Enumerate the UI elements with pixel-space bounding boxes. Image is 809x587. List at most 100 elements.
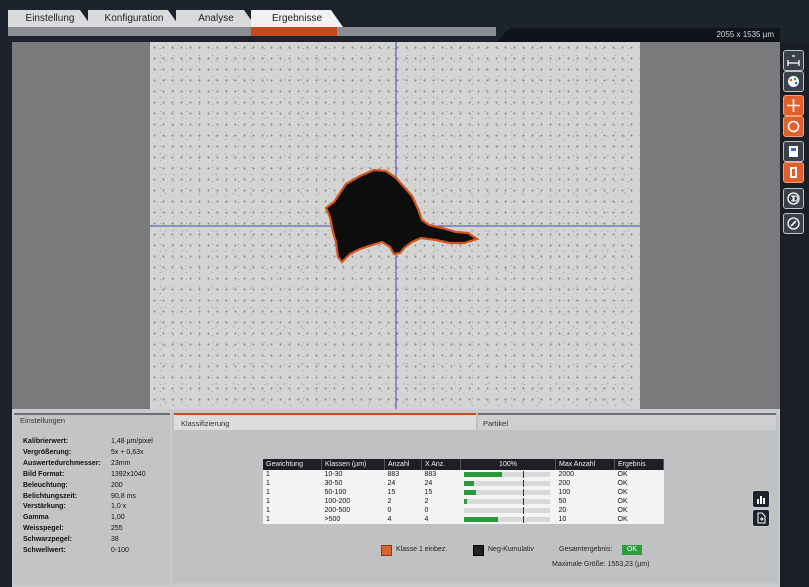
settings-value: 1,00 [111, 514, 125, 522]
tab-klassifizierung[interactable]: Klassifizierung [174, 413, 476, 430]
table-cell-class: 100-200 [321, 497, 385, 506]
table-header-row: Gewichtung Klassen (µm) Anzahl X Anz. 10… [263, 459, 664, 470]
table-cell-max: 2000 [555, 470, 615, 479]
table-cell-count: 883 [384, 470, 422, 479]
neg-cumulative-label: Neg-Kumulativ [488, 546, 534, 553]
3d-view-icon[interactable] [783, 188, 804, 209]
settings-key: Kalibrierwert: [23, 438, 69, 445]
table-cell-xcount: 883 [421, 470, 461, 479]
tab-ergebnisse[interactable]: Ergebnisse [251, 10, 343, 27]
table-cell-result: OK [614, 506, 664, 515]
column-header: Max Anzahl [555, 459, 615, 470]
circle-icon[interactable] [783, 116, 804, 137]
fill-bar-cell [460, 479, 556, 488]
table-cell-weight: 1 [263, 497, 322, 506]
tab-analyse[interactable]: Analyse [176, 10, 256, 27]
class1-label: Klasse 1 einbez. [396, 546, 448, 553]
settings-value: 0-100 [111, 547, 129, 554]
settings-row: Bild Format: 1392x1040 [23, 471, 163, 478]
column-header: Gewichtung [263, 459, 322, 470]
measure-icon[interactable] [783, 50, 804, 71]
class1-checkbox[interactable] [381, 545, 392, 556]
table-cell-xcount: 24 [421, 479, 461, 488]
table-cell-count: 4 [384, 515, 422, 524]
progress-bar-marker [522, 516, 524, 523]
settings-row: Verstärkung: 1,0 x [23, 503, 163, 510]
table-cell-result: OK [614, 497, 664, 506]
table-cell-class: >500 [321, 515, 385, 524]
settings-row: Vergrößerung: 5x + 0,63x [23, 449, 163, 456]
table-cell-count: 0 [384, 506, 422, 515]
image-size-readout: 2055 x 1535 µm [496, 28, 780, 42]
table-cell-class: 30-50 [321, 479, 385, 488]
neg-cumulative-checkbox[interactable] [473, 545, 484, 556]
table-cell-weight: 1 [263, 515, 322, 524]
sample-image[interactable] [150, 42, 640, 409]
tab-einstellung[interactable]: Einstellung [8, 10, 92, 27]
edit-icon[interactable] [783, 213, 804, 234]
settings-key: Vergrößerung: [23, 448, 72, 456]
settings-value: 1,0 x [111, 503, 127, 511]
color-palette-icon[interactable] [783, 71, 804, 92]
right-toolbar [780, 42, 809, 587]
progress-bar [463, 480, 550, 487]
tab-partikel[interactable]: Partikel [478, 413, 776, 430]
table-cell-xcount: 0 [421, 506, 461, 515]
progress-bar-marker [522, 489, 524, 496]
table-cell-class: 10-30 [321, 470, 385, 479]
settings-value: 255 [111, 525, 123, 533]
table-cell-result: OK [614, 479, 664, 488]
table-row: 1 10-30 883 883 2000 OK [263, 470, 664, 479]
table-row: 1 50-100 15 15 100 OK [263, 488, 664, 497]
settings-value: 1392x1040 [111, 470, 146, 478]
settings-key: Schwellwert: [23, 547, 66, 554]
table-cell-max: 100 [555, 488, 615, 497]
classification-table: Gewichtung Klassen (µm) Anzahl X Anz. 10… [263, 459, 664, 524]
settings-row: Beleuchtung: 200 [23, 482, 163, 489]
fill-bar-cell [460, 515, 556, 524]
table-cell-max: 50 [555, 497, 615, 506]
film-icon[interactable] [783, 162, 804, 183]
settings-panel [14, 413, 170, 585]
progress-bar [463, 471, 550, 478]
export-report-icon[interactable] [752, 509, 770, 527]
crosshair-icon[interactable] [783, 95, 804, 116]
fill-bar-cell [460, 497, 556, 506]
progress-bar-fill [463, 499, 467, 504]
settings-key: Beleuchtung: [23, 481, 68, 489]
progress-bar-marker [522, 498, 524, 505]
table-cell-count: 24 [384, 479, 422, 488]
table-row: 1 200-500 0 0 20 OK [263, 506, 664, 515]
table-cell-xcount: 4 [421, 515, 461, 524]
export-image-icon[interactable] [783, 141, 804, 162]
progress-bar-marker [522, 480, 524, 487]
progress-bar [463, 516, 550, 523]
progress-bar [463, 489, 550, 496]
progress-bar-marker [522, 507, 524, 514]
active-tab-indicator [251, 27, 337, 36]
progress-bar-fill [463, 472, 503, 477]
fill-bar-cell [460, 488, 556, 497]
settings-row: Schwarzpegel: 38 [23, 536, 163, 543]
settings-key: Auswertedurchmesser: [23, 459, 101, 467]
table-cell-xcount: 2 [421, 497, 461, 506]
settings-key: Belichtungszeit: [23, 492, 78, 500]
table-cell-max: 20 [555, 506, 615, 515]
bar-chart-icon[interactable] [752, 490, 770, 508]
table-cell-weight: 1 [263, 470, 322, 479]
progress-bar [463, 498, 550, 505]
settings-value: 90,8 ms [111, 492, 136, 500]
settings-value: 200 [111, 481, 123, 489]
progress-bar-fill [463, 517, 498, 522]
total-result-label: Gesamtergebnis: [559, 546, 613, 553]
settings-row: Kalibrierwert: 1,48 µm/pixel [23, 438, 163, 445]
settings-key: Schwarzpegel: [23, 536, 73, 544]
table-row: 1 100-200 2 2 50 OK [263, 497, 664, 506]
table-row: 1 30-50 24 24 200 OK [263, 479, 664, 488]
column-header: Ergebnis [614, 459, 664, 470]
settings-key: Weisspegel: [23, 525, 64, 533]
tab-konfiguration[interactable]: Konfiguration [88, 10, 180, 27]
progress-bar [463, 507, 550, 514]
settings-value: 38 [111, 536, 119, 544]
fill-bar-cell [460, 470, 556, 479]
